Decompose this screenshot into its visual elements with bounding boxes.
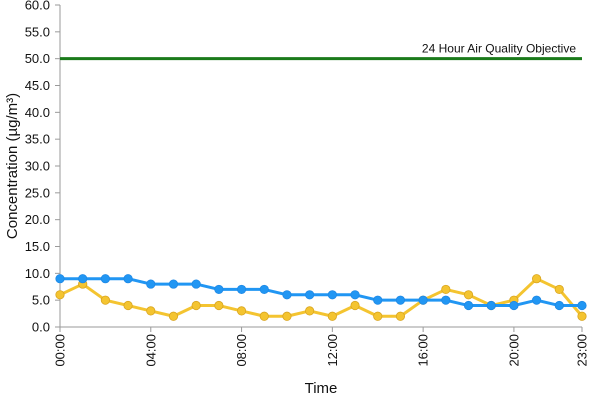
series-1-point [418,295,428,305]
y-tick-label: 40.0 [25,105,50,120]
series-1-point [441,295,451,305]
series-2-point [327,311,337,321]
y-tick-label: 45.0 [25,78,50,93]
series-1-point [327,290,337,300]
series-1-point [554,300,564,311]
y-tick-label: 15.0 [25,239,50,254]
series-1-point [532,295,542,305]
series-1-point [100,274,110,284]
series-1-point [78,274,88,284]
series-2-point [350,300,360,311]
reference-line-group: 24 Hour Air Quality Objective [60,42,582,61]
series-1-point [577,300,587,311]
series-1-point [395,295,406,305]
y-tick-label: 20.0 [25,212,50,227]
y-tick-label: 5.0 [32,293,50,308]
series-2-line [59,277,584,318]
series-2-point [395,311,406,321]
series-1-point [191,279,201,289]
x-tick-label: 16:00 [416,334,431,367]
series-1 [55,274,587,311]
series-1-point [350,290,360,300]
series-1-point [168,279,179,289]
y-tick-label: 35.0 [25,132,50,147]
series-1-point [486,300,496,311]
x-tick-label: 12:00 [325,334,340,367]
y-tick-label: 50.0 [25,51,50,66]
series-2-point [146,306,156,316]
y-tick-label: 30.0 [25,159,50,174]
y-tick-label: 55.0 [25,24,50,39]
series-1-point [259,284,269,295]
y-tick-label: 10.0 [25,266,50,281]
series-1-point [146,279,156,289]
x-axis-title: Time [305,380,338,397]
series-2-point [191,300,201,311]
y-tick-label: 0.0 [32,320,50,335]
series-2-point [168,311,179,321]
series-2-point [577,311,587,321]
axes: 0.0 5.0 10.0 15.0 20.0 25.0 30.0 35.0 40.0 45.0 50… [25,0,590,367]
y-tick-label: 60.0 [25,0,50,13]
series-1-point [214,284,224,295]
series-2-point [373,311,383,321]
series-1-point [236,284,247,295]
series-1-point [55,274,65,284]
series-2-point [259,311,269,321]
y-tick-label: 25.0 [25,185,50,200]
series-2-point [236,306,247,316]
series-1-point [509,300,519,311]
series-1-point [373,295,383,305]
x-tick-label: 20:00 [506,334,521,367]
series-2-point [463,290,474,300]
series-2-point [100,295,110,305]
series-1-point [305,290,315,300]
series-2-point [554,284,564,295]
series-1-point [282,290,292,300]
x-tick-label: 04:00 [143,334,158,367]
air-quality-objective-label: 24 Hour Air Quality Objective [422,42,576,56]
series-group [55,274,587,321]
series-2-point [55,290,65,300]
series-2-point [305,306,315,316]
series-2-point [282,311,292,321]
x-tick-label: 23:00 [575,334,590,367]
series-2-point [123,300,133,311]
series-1-point [123,274,133,284]
x-tick-label: 08:00 [234,334,249,367]
y-axis-title: Concentration (µg/m³) [4,93,21,239]
series-2-point [441,284,451,295]
series-1-point [463,300,474,311]
series-2-point [532,274,542,284]
x-tick-label: 00:00 [53,334,68,367]
series-2-point [214,300,224,311]
